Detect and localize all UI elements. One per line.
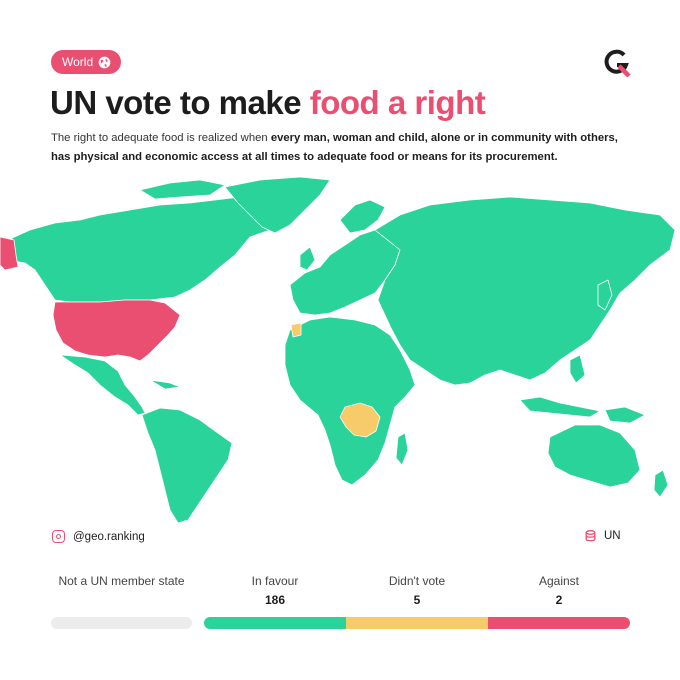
world-map (0, 176, 676, 524)
map-region-uk (299, 246, 316, 271)
map-region-africa (284, 316, 416, 486)
map-region-arctic-islands (139, 179, 226, 200)
instagram-icon (52, 530, 65, 543)
title-main: UN vote to make (50, 84, 310, 121)
map-region-canada (11, 194, 297, 303)
map-region-caribbean (149, 379, 181, 390)
legend-didnt-vote-label: Didn't vote (388, 574, 446, 588)
legend-against: Against 2 (499, 572, 619, 610)
globe-icon (98, 56, 111, 68)
map-region-indonesia (519, 396, 601, 418)
badge-label: World (62, 55, 94, 69)
region-badge: World (51, 50, 122, 74)
legend-against-value: 2 (555, 593, 563, 607)
database-icon (585, 530, 596, 542)
map-region-dr-congo (339, 402, 381, 438)
map-region-alaska (0, 236, 19, 271)
against-segment (487, 617, 630, 629)
page-subtitle: The right to adequate food is realized w… (51, 129, 631, 167)
title-highlight: food a right (309, 84, 486, 121)
map-region-greenland (224, 176, 331, 234)
map-region-australia (547, 424, 641, 488)
map-region-south-america (141, 407, 233, 524)
legend-not-member: Not a UN member state (51, 572, 192, 591)
map-region-new-guinea (604, 406, 646, 424)
map-region-madagascar (395, 432, 409, 466)
map-region-asia (374, 196, 676, 386)
legend-in-favour-label: In favour (251, 574, 299, 588)
data-source: UN (585, 530, 621, 542)
legend-didnt-vote: Didn't vote 5 (357, 572, 477, 610)
map-region-scandinavia (339, 199, 386, 234)
in-favour-segment (204, 617, 346, 629)
didnt-vote-segment (345, 617, 488, 629)
legend-in-favour-value: 186 (264, 593, 286, 607)
vote-bar (204, 617, 630, 629)
legend-against-label: Against (538, 574, 580, 588)
not-member-bar (51, 617, 192, 629)
map-region-new-zealand (653, 469, 669, 498)
instagram-handle-label: @geo.ranking (73, 530, 145, 543)
instagram-handle[interactable]: @geo.ranking (52, 530, 145, 543)
legend-not-member-label: Not a UN member state (58, 574, 185, 588)
subtitle-plain: The right to adequate food is realized w… (51, 132, 271, 144)
legend-didnt-vote-value: 5 (413, 593, 421, 607)
geo-ranking-logo (604, 49, 631, 77)
subtitle-bold: every man, woman and child, alone or in … (51, 132, 618, 163)
map-region-united-states (52, 299, 181, 362)
map-region-philippines (569, 354, 586, 384)
legend-in-favour: In favour 186 (215, 572, 335, 610)
page-title: UN vote to make food a right (50, 84, 486, 122)
map-region-western-sahara (290, 322, 302, 338)
map-region-japan (597, 279, 613, 311)
map-region-mexico (59, 354, 146, 416)
data-source-label: UN (604, 530, 621, 542)
